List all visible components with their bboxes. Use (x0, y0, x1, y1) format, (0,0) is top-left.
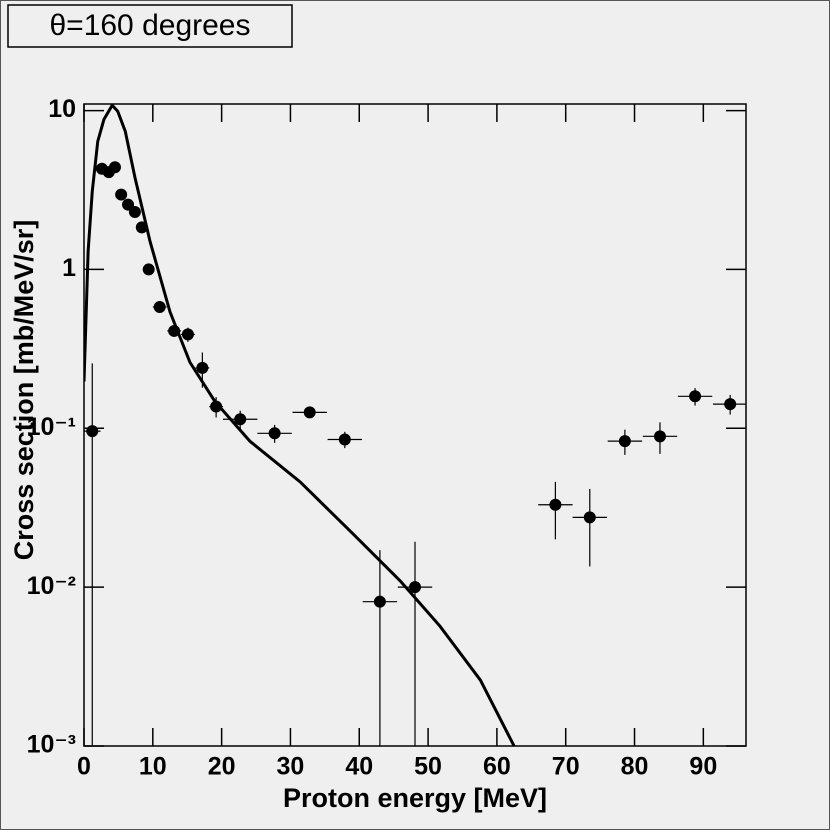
y-tick-label: 1 (62, 254, 76, 282)
y-tick-label: 10⁻¹ (27, 413, 76, 441)
data-point (549, 498, 562, 511)
data-point (373, 595, 386, 608)
x-axis-title: Proton energy [MeV] (283, 783, 547, 813)
title-box (7, 4, 293, 48)
data-point (181, 328, 194, 341)
data-point (210, 400, 223, 413)
data-point (583, 511, 596, 524)
x-tick-label: 50 (414, 753, 442, 781)
y-tick-label: 10⁻² (27, 572, 76, 600)
x-tick-label: 70 (552, 753, 580, 781)
data-point (108, 161, 121, 174)
x-tick-label: 0 (77, 753, 91, 781)
data-point (86, 425, 99, 438)
plot-area (84, 104, 746, 746)
model-curve (84, 104, 516, 746)
chart-title: θ=160 degrees (49, 9, 250, 42)
data-point (196, 361, 209, 374)
data-point (338, 433, 351, 446)
x-tick-label: 40 (345, 753, 373, 781)
data-point (303, 406, 316, 419)
data-point (618, 435, 631, 448)
x-tick-label: 60 (483, 753, 511, 781)
data-point (115, 188, 128, 201)
data-point (153, 301, 166, 314)
x-tick-label: 30 (277, 753, 305, 781)
data-point (268, 427, 281, 440)
y-tick-label: 10 (48, 95, 76, 123)
y-tick-label: 10⁻³ (27, 731, 76, 759)
y-axis-title: Cross section [mb/MeV/sr] (9, 220, 39, 561)
data-point (724, 398, 737, 411)
data-point (653, 430, 666, 443)
data-point (234, 413, 247, 426)
data-point (689, 390, 702, 403)
data-point (142, 263, 155, 276)
x-tick-label: 10 (139, 753, 167, 781)
x-tick-label: 80 (621, 753, 649, 781)
x-tick-label: 90 (689, 753, 717, 781)
data-point (409, 581, 421, 594)
x-tick-label: 20 (208, 753, 236, 781)
data-point (128, 205, 141, 218)
